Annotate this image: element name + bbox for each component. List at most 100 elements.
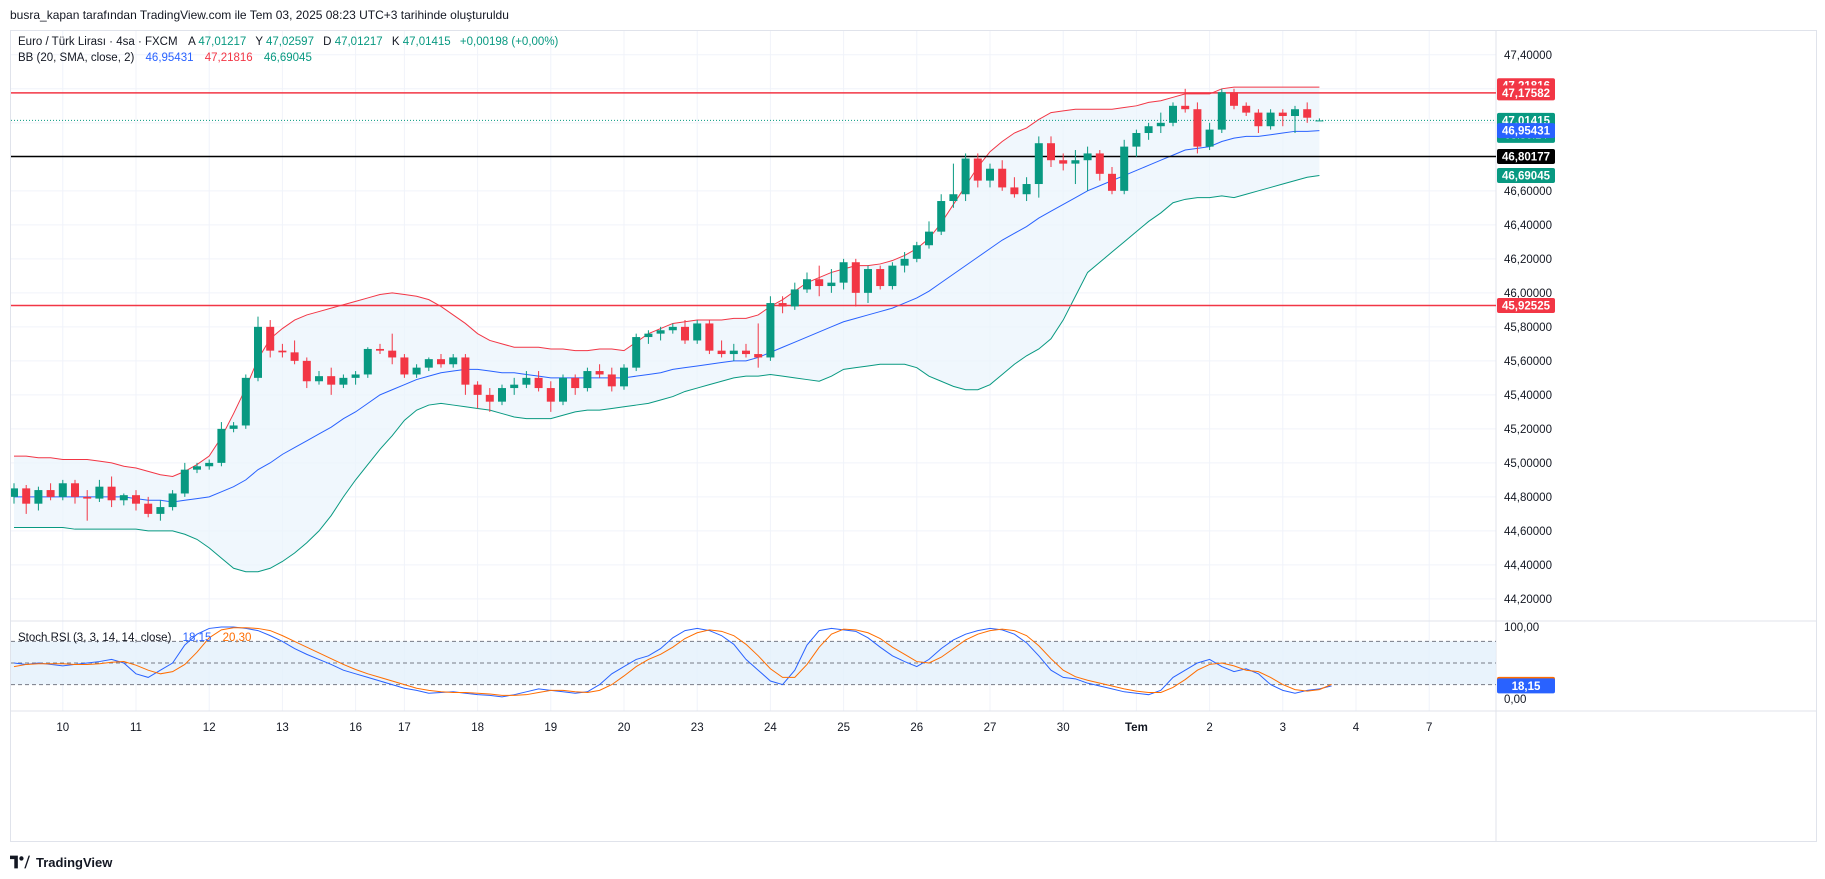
- price-tick-label: 45,60000: [1504, 356, 1552, 368]
- time-axis[interactable]: 10 11 12 13 16 17 18 19 20 23 24 25 26 27 30 Tem 2 3 4 7: [56, 722, 1432, 734]
- candle-body: [510, 384, 519, 389]
- candle: [278, 343, 287, 358]
- candle-body: [1193, 109, 1202, 147]
- candle: [998, 160, 1007, 191]
- candle: [266, 320, 275, 358]
- candle: [839, 258, 848, 290]
- candle: [400, 354, 409, 378]
- candle-body: [1291, 109, 1299, 117]
- candle: [1034, 136, 1043, 198]
- time-tick-label: 20: [618, 722, 631, 734]
- attribution-text: busra_kapan tarafından TradingView.com i…: [10, 8, 509, 22]
- price-tick-label: 44,80000: [1504, 492, 1552, 504]
- chart-frame[interactable]: 47,4000047,2000047,0000046,8000046,60000…: [10, 30, 1817, 842]
- candle: [193, 462, 201, 474]
- candle: [595, 364, 604, 378]
- candle: [437, 354, 445, 368]
- stoch-d-line: [13, 627, 1332, 696]
- time-tick-label: 2: [1206, 722, 1212, 734]
- high-label: Y: [255, 36, 263, 48]
- candle: [217, 422, 226, 467]
- candle-body: [900, 258, 909, 266]
- candle-body: [1095, 153, 1104, 174]
- candle: [803, 272, 811, 293]
- candle-body: [973, 158, 982, 181]
- candle-body: [778, 303, 787, 307]
- candle-body: [912, 245, 921, 259]
- bb-title: BB (20, SMA, close, 2): [18, 52, 134, 64]
- candle: [620, 364, 628, 390]
- candle-body: [522, 377, 531, 385]
- time-tick-label: 12: [203, 722, 216, 734]
- open-label: A: [188, 36, 196, 48]
- high-value: 47,02597: [266, 36, 314, 48]
- candle: [1059, 153, 1068, 171]
- candle: [1144, 122, 1153, 140]
- bb-basis-label-text: 46,95431: [1502, 126, 1551, 138]
- stoch-k-value: 18,15: [183, 632, 212, 644]
- candle-body: [22, 488, 31, 504]
- candle-body: [925, 231, 933, 246]
- price-axis[interactable]: 47,4000047,2000047,0000046,8000046,60000…: [1504, 50, 1552, 706]
- candle-body: [205, 462, 214, 467]
- candle-body: [95, 486, 104, 499]
- candle-body: [1034, 143, 1043, 185]
- candle-body: [803, 279, 811, 290]
- candle: [10, 483, 18, 504]
- support-label-bg: [1497, 298, 1555, 314]
- candle: [1071, 150, 1080, 185]
- price-labels: 47,2181647,1758247,0141503:36:1446,95431…: [1497, 78, 1555, 694]
- chart-canvas[interactable]: 47,4000047,2000047,0000046,8000046,60000…: [10, 31, 1816, 841]
- candle-body: [656, 330, 665, 334]
- bb-basis-line: [14, 130, 1320, 503]
- candle: [327, 367, 336, 395]
- candle-body: [46, 490, 55, 497]
- resistance-label-text: 47,17582: [1502, 88, 1550, 100]
- candle-body: [327, 376, 336, 385]
- candle-body: [961, 158, 970, 195]
- candle: [95, 479, 104, 502]
- candle: [132, 490, 140, 511]
- candle: [1205, 122, 1214, 151]
- candle: [742, 343, 750, 358]
- tradingview-logo-icon: [10, 855, 30, 869]
- candle-body: [241, 377, 250, 426]
- candle: [717, 340, 726, 358]
- candle-body: [1303, 109, 1312, 118]
- candle-body: [1266, 112, 1275, 127]
- time-tick-label: 4: [1353, 722, 1360, 734]
- candle-body: [827, 282, 836, 287]
- time-tick-label: 17: [398, 722, 411, 734]
- candle-body: [839, 262, 848, 283]
- candle: [498, 384, 506, 406]
- horizontal-levels[interactable]: [11, 92, 1496, 307]
- bb-lower-label: 46,69045: [1497, 167, 1555, 183]
- svg-text:Euro / Türk Lirası · 4sa · FXC: Euro / Türk Lirası · 4sa · FXCM A 47,012…: [18, 36, 559, 48]
- candle-body: [668, 326, 677, 331]
- price-tick-label: 45,20000: [1504, 424, 1552, 436]
- candle-body: [71, 483, 79, 497]
- candle: [1010, 177, 1019, 198]
- candle: [815, 265, 824, 297]
- candle-body: [1156, 122, 1165, 127]
- candle-body: [10, 488, 18, 497]
- candle-body: [119, 495, 128, 501]
- candle: [827, 269, 836, 293]
- bb-basis-label: 46,95431: [1497, 123, 1555, 139]
- time-tick-label: 3: [1280, 722, 1286, 734]
- candle-body: [34, 490, 43, 504]
- candle: [973, 153, 982, 188]
- candle: [546, 381, 555, 412]
- candle: [83, 490, 92, 521]
- time-tick-label: 23: [691, 722, 704, 734]
- candle-body: [363, 348, 372, 375]
- candle-body: [851, 262, 860, 293]
- candle-body: [376, 348, 384, 351]
- candle-body: [193, 466, 201, 470]
- candle: [34, 486, 43, 511]
- candle-body: [986, 168, 994, 181]
- stoch-title: Stoch RSI (3, 3, 14, 14, close): [18, 632, 172, 644]
- level-label: 46,80177: [1497, 149, 1555, 165]
- candle: [656, 326, 665, 341]
- candle-body: [217, 428, 226, 463]
